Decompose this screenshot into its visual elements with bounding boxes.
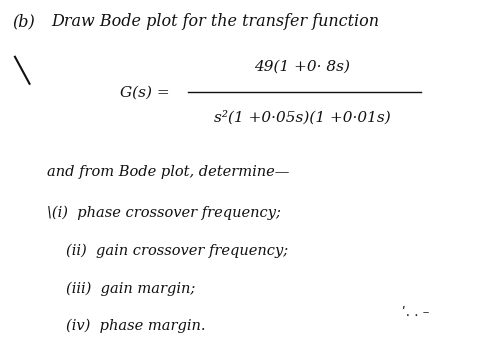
Text: G(s) =: G(s) = bbox=[120, 85, 169, 99]
Text: \(i)  phase crossover frequency;: \(i) phase crossover frequency; bbox=[47, 205, 280, 220]
Text: ʹ. . –: ʹ. . – bbox=[401, 307, 429, 319]
Text: (ii)  gain crossover frequency;: (ii) gain crossover frequency; bbox=[66, 244, 288, 258]
Text: Draw Bode plot for the transfer function: Draw Bode plot for the transfer function bbox=[52, 13, 379, 30]
Text: (iv)  phase margin.: (iv) phase margin. bbox=[66, 318, 206, 333]
Text: (iii)  gain margin;: (iii) gain margin; bbox=[66, 281, 195, 296]
Text: and from Bode plot, determine—: and from Bode plot, determine— bbox=[47, 165, 289, 179]
Text: 49(1 +0· 8s): 49(1 +0· 8s) bbox=[254, 60, 350, 74]
Text: s²(1 +0·05s)(1 +0·01s): s²(1 +0·05s)(1 +0·01s) bbox=[214, 110, 390, 125]
Text: (b): (b) bbox=[12, 13, 35, 30]
